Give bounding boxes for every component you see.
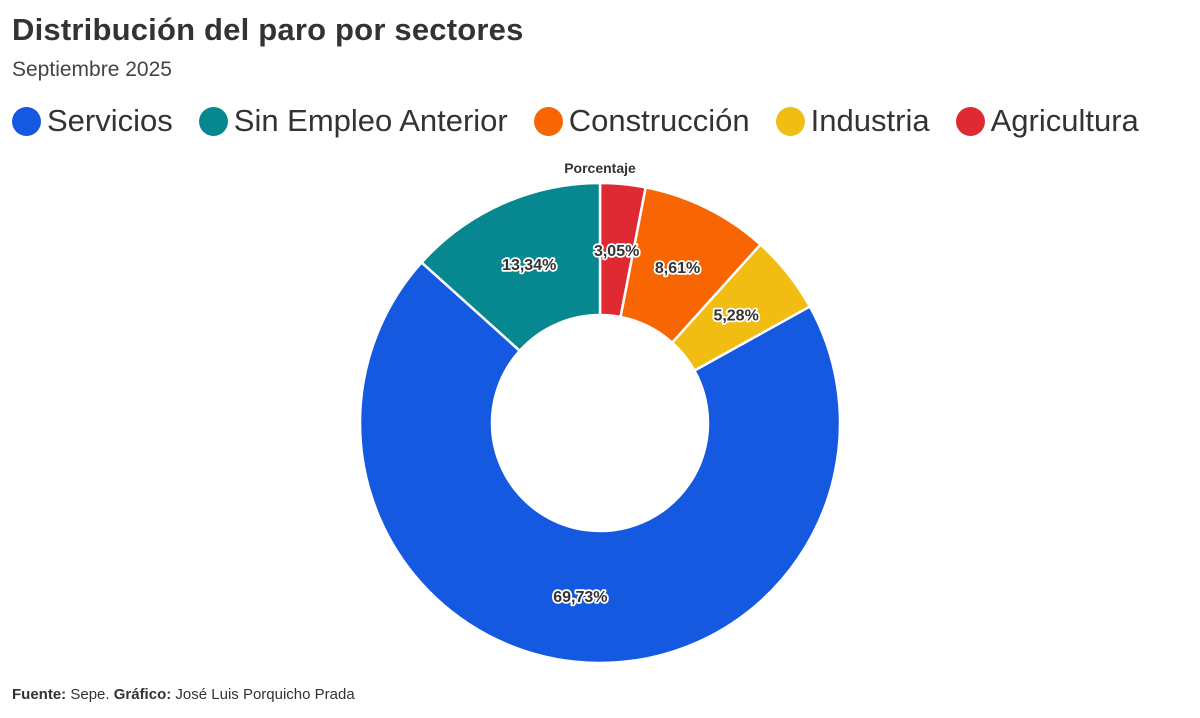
- legend-swatch: [198, 106, 228, 136]
- legend-label: Sin Empleo Anterior: [233, 103, 508, 138]
- legend-swatch: [955, 106, 985, 136]
- data-label-agricultura: 3,05%: [594, 243, 639, 260]
- data-label-construccion: 8,61%: [655, 260, 700, 277]
- legend-item-agricultura[interactable]: Agricultura: [955, 103, 1139, 139]
- legend-item-construccion[interactable]: Construcción: [533, 103, 750, 139]
- data-label-sin-empleo-anterior: 13,34%: [502, 257, 556, 274]
- legend-item-servicios[interactable]: Servicios: [12, 103, 173, 139]
- source-value: Sepe.: [70, 686, 110, 703]
- donut-chart: Porcentaje 3,05% 8,61% 5,28% 69,73% 13,34%: [0, 150, 1200, 678]
- legend-label: Servicios: [47, 103, 173, 138]
- legend-label: Agricultura: [990, 103, 1139, 138]
- legend-item-industria[interactable]: Industria: [775, 103, 930, 139]
- footer: Fuente: Sepe. Gráfico: José Luis Porquic…: [12, 686, 355, 703]
- slice-sin-empleo-anterior[interactable]: [420, 181, 602, 353]
- slice-servicios[interactable]: [358, 261, 842, 665]
- legend-label: Construcción: [568, 103, 750, 138]
- legend-swatch: [12, 106, 41, 136]
- chart-subtitle: Septiembre 2025: [12, 58, 172, 81]
- legend-label: Industria: [810, 103, 930, 138]
- legend-item-sin-empleo-anterior[interactable]: Sin Empleo Anterior: [198, 103, 508, 139]
- donut-svg: Porcentaje 3,05% 8,61% 5,28% 69,73% 13,34%: [358, 160, 842, 665]
- source-label: Fuente:: [12, 686, 67, 703]
- credit-label: Gráfico:: [113, 686, 172, 703]
- legend-swatch: [533, 106, 563, 136]
- data-label-industria: 5,28%: [713, 308, 758, 325]
- series-label: Porcentaje: [564, 160, 636, 176]
- chart-title: Distribución del paro por sectores: [12, 12, 524, 47]
- credit-value: José Luis Porquicho Prada: [175, 686, 355, 703]
- legend-swatch: [775, 106, 805, 136]
- legend: Servicios Sin Empleo Anterior Construcción…: [12, 101, 1165, 141]
- data-label-servicios: 69,73%: [553, 589, 607, 606]
